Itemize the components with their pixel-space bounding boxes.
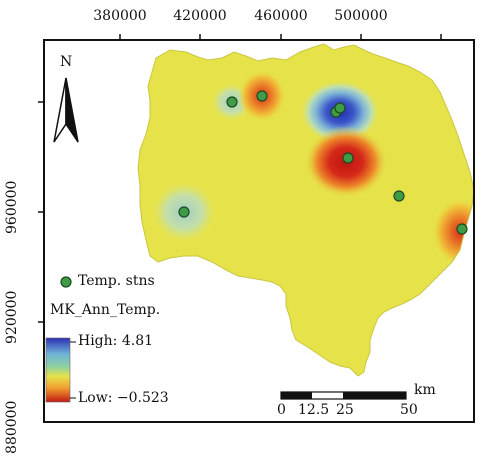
scale-tick-label: 25 bbox=[336, 402, 354, 418]
scale-bar bbox=[280, 391, 407, 400]
top-tick-label: 500000 bbox=[334, 8, 388, 24]
north-label: N bbox=[60, 54, 73, 70]
map-frame bbox=[43, 39, 475, 423]
station-marker bbox=[342, 152, 354, 164]
top-tick-label: 380000 bbox=[93, 8, 147, 24]
station-marker bbox=[226, 96, 238, 108]
legend-station-symbol bbox=[60, 276, 72, 288]
station-markers bbox=[178, 90, 468, 235]
left-tick-label: 920000 bbox=[4, 290, 20, 344]
station-marker bbox=[178, 206, 190, 218]
scale-tick-label: 0 bbox=[277, 402, 286, 418]
left-tick-label: 960000 bbox=[4, 180, 20, 234]
layer-title: MK_Ann_Temp. bbox=[50, 302, 161, 318]
top-axis-ticks bbox=[38, 34, 442, 323]
top-tick-label: 460000 bbox=[254, 8, 308, 24]
top-tick-label: 420000 bbox=[173, 8, 227, 24]
station-marker bbox=[334, 102, 346, 114]
stations-legend-label: Temp. stns bbox=[78, 273, 155, 289]
station-marker bbox=[456, 223, 468, 235]
scale-tick-label: 50 bbox=[400, 402, 418, 418]
station-marker bbox=[256, 90, 268, 102]
station-marker bbox=[393, 190, 405, 202]
left-tick-label: 880000 bbox=[4, 400, 20, 454]
high-value-label: High: 4.81 bbox=[78, 333, 154, 349]
scale-tick-label: 12.5 bbox=[298, 402, 330, 418]
low-value-label: Low: −0.523 bbox=[78, 390, 169, 406]
scale-unit-label: km bbox=[414, 382, 436, 398]
north-arrow-icon bbox=[53, 77, 79, 143]
color-ramp bbox=[45, 337, 76, 403]
